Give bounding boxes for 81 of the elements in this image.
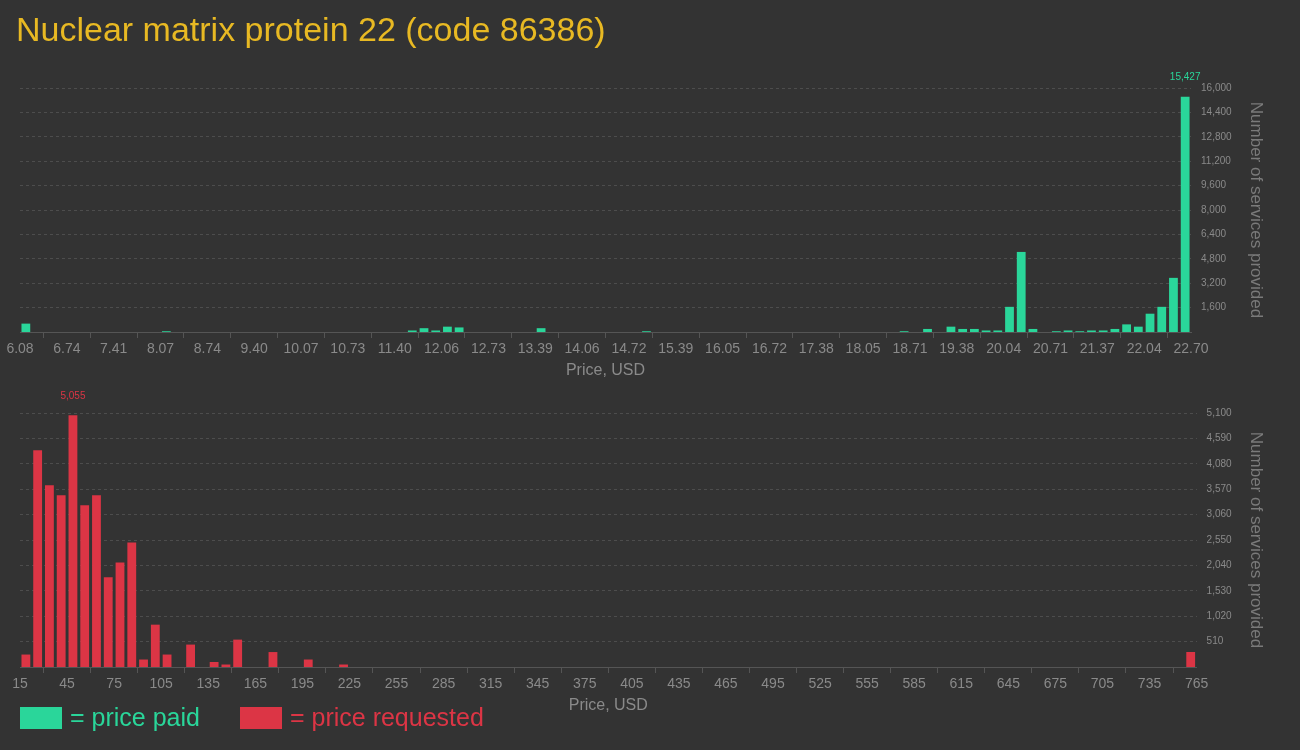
x-tick-label: 10.07 (283, 340, 319, 357)
x-tick-label: 19.38 (939, 340, 975, 357)
y-tick-label: 1,600 (1201, 301, 1227, 313)
y-tick-label: 9,600 (1201, 179, 1227, 191)
y-tick-label: 3,200 (1201, 276, 1227, 288)
x-tick-label: 195 (290, 675, 315, 692)
x-tick-label: 22.04 (1126, 340, 1162, 357)
x-tick-label: 18.71 (892, 340, 928, 357)
x-tick-label: 13.39 (517, 340, 553, 357)
x-tick-label: 18.05 (845, 340, 881, 357)
x-tick-label: 615 (949, 675, 974, 692)
y-tick-label: 6,400 (1201, 228, 1227, 240)
x-tick-label: 21.37 (1079, 340, 1116, 357)
x-tick-label: 675 (1043, 675, 1068, 692)
x-tick-label: 495 (761, 675, 785, 692)
x-tick-label: 6.74 (53, 340, 81, 357)
x-tick-label: 10.73 (330, 340, 366, 357)
x-tick-label: 20.04 (986, 340, 1022, 357)
x-tick-label: 705 (1090, 675, 1115, 692)
data-label: 15,427 (1169, 71, 1201, 83)
x-tick-label: 9.40 (240, 340, 269, 357)
x-tick-label: 585 (902, 675, 927, 692)
x-tick-label: 645 (996, 675, 1021, 692)
x-tick-label: 7.41 (100, 340, 128, 357)
x-tick-label: 375 (573, 675, 597, 692)
x-tick-label: 12.73 (470, 340, 507, 357)
x-tick-label: 17.38 (798, 340, 835, 357)
x-axis-title: Price, USD (565, 360, 646, 378)
x-tick-label: 765 (1184, 675, 1209, 692)
x-tick-label: 315 (478, 675, 503, 692)
x-tick-label: 165 (243, 675, 268, 692)
x-tick-label: 14.72 (611, 340, 647, 357)
x-tick-label: 8.07 (146, 340, 175, 357)
x-tick-label: 465 (714, 675, 738, 692)
legend-label: = price paid (70, 703, 200, 732)
y-tick-label: 2,040 (1206, 559, 1233, 571)
y-tick-label: 11,200 (1201, 154, 1232, 166)
x-tick-label: 22.70 (1173, 340, 1209, 357)
y-tick-label: 4,590 (1206, 432, 1233, 444)
x-tick-label: 8.74 (193, 340, 222, 357)
y-tick-label: 16,000 (1201, 81, 1233, 93)
x-tick-label: 345 (526, 675, 550, 692)
x-tick-label: 12.06 (424, 340, 460, 357)
x-tick-label: 45 (59, 675, 76, 692)
y-tick-label: 5,100 (1206, 406, 1233, 418)
x-tick-label: 435 (667, 675, 691, 692)
x-tick-label: 16.72 (751, 340, 788, 357)
x-tick-label: 225 (337, 675, 362, 692)
x-tick-label: 20.71 (1032, 340, 1069, 357)
legend-label: = price requested (289, 703, 484, 732)
x-tick-label: 14.06 (564, 340, 600, 357)
y-tick-label: 1,020 (1206, 609, 1233, 621)
x-tick-label: 135 (196, 675, 221, 692)
y-tick-label: 4,800 (1201, 252, 1227, 264)
x-tick-label: 285 (431, 675, 456, 692)
x-tick-label: 15 (12, 675, 28, 692)
x-tick-label: 16.05 (705, 340, 741, 357)
x-tick-label: 405 (620, 675, 644, 692)
y-axis-title: Number of services provided (1247, 431, 1267, 649)
y-tick-label: 3,060 (1206, 508, 1233, 520)
x-tick-label: 6.08 (6, 340, 34, 357)
x-tick-label: 255 (384, 675, 409, 692)
x-tick-label: 15.39 (658, 340, 694, 357)
y-tick-label: 12,800 (1201, 130, 1233, 142)
y-tick-label: 2,550 (1206, 533, 1233, 545)
data-label: 5,055 (60, 389, 86, 401)
y-tick-label: 4,080 (1206, 457, 1233, 469)
y-axis-title: Number of services provided (1247, 101, 1267, 319)
x-tick-label: 11.40 (377, 340, 412, 357)
x-tick-label: 555 (855, 675, 880, 692)
y-tick-label: 3,570 (1206, 482, 1233, 494)
y-tick-label: 8,000 (1201, 203, 1227, 215)
y-tick-label: 510 (1206, 635, 1224, 647)
x-tick-label: 105 (149, 675, 174, 692)
y-tick-label: 14,400 (1201, 106, 1233, 118)
x-tick-label: 735 (1137, 675, 1162, 692)
x-axis-title: Price, USD (568, 695, 648, 713)
chart-title: Nuclear matrix protein 22 (code 86386) (16, 10, 606, 49)
y-tick-label: 1,530 (1206, 584, 1233, 596)
x-tick-label: 75 (106, 675, 123, 692)
x-tick-label: 525 (808, 675, 832, 692)
